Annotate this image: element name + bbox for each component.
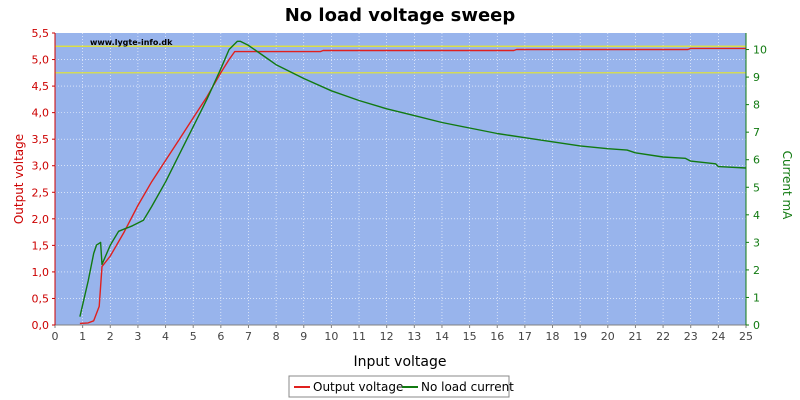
y-right-tick-label: 0 [753, 319, 760, 332]
y-right-tick-label: 3 [753, 236, 760, 249]
legend: Output voltage No load current [288, 375, 514, 398]
y-right-tick-label: 7 [753, 126, 760, 139]
y-right-tick-label: 4 [753, 209, 760, 222]
x-tick-label: 7 [245, 330, 252, 343]
y-left-tick-label: 4,5 [32, 80, 50, 93]
x-tick-label: 16 [490, 330, 504, 343]
y-right-tick-label: 6 [753, 154, 760, 167]
y-right-tick-label: 5 [753, 181, 760, 194]
y-right-tick-label: 1 [753, 291, 760, 304]
y-left-tick-label: 2,0 [32, 213, 50, 226]
x-tick-label: 19 [573, 330, 587, 343]
grid-lines [55, 33, 746, 325]
reference-lines [55, 45, 746, 74]
x-tick-label: 4 [162, 330, 169, 343]
x-tick-label: 21 [628, 330, 642, 343]
y-axis-right: 0 1 2 3 4 5 6 7 8 9 10 [745, 33, 767, 332]
x-tick-label: 12 [380, 330, 394, 343]
x-tick-label: 24 [711, 330, 725, 343]
y-right-tick-label: 2 [753, 264, 760, 277]
x-tick-label: 20 [601, 330, 615, 343]
legend-label-no-load-current: No load current [421, 380, 514, 394]
x-tick-label: 11 [352, 330, 366, 343]
y-left-tick-label: 1,0 [32, 266, 50, 279]
y-right-tick-label: 8 [753, 99, 760, 112]
series-layer [79, 40, 747, 325]
y-left-tick-label: 0,5 [32, 292, 50, 305]
x-tick-label: 15 [463, 330, 477, 343]
y-left-tick-label: 1,5 [32, 239, 50, 252]
y-left-tick-label: 5,0 [32, 54, 50, 67]
x-tick-label: 18 [546, 330, 560, 343]
x-tick-label: 10 [324, 330, 338, 343]
legend-label-output-voltage: Output voltage [313, 380, 403, 394]
y-left-tick-label: 2,5 [32, 186, 50, 199]
watermark: www.lygte-info.dk [90, 38, 173, 47]
x-tick-label: 1 [79, 330, 86, 343]
y-right-tick-label: 10 [753, 44, 767, 57]
y-left-tick-label: 3,5 [32, 133, 50, 146]
x-tick-label: 13 [407, 330, 421, 343]
x-tick-label: 2 [107, 330, 114, 343]
plot-area [55, 33, 746, 325]
y-left-tick-label: 0,0 [32, 319, 50, 332]
x-tick-label: 3 [134, 330, 141, 343]
x-axis-label: Input voltage [353, 354, 446, 370]
y-axis-left-label: Output voltage [12, 134, 26, 224]
x-axis: 0 1 2 3 4 5 6 7 8 9 10 11 12 13 14 15 16 17 18 19 20 21 22 23 24… [52, 324, 753, 343]
series-line-output-voltage [79, 47, 746, 325]
x-tick-label: 0 [52, 330, 59, 343]
y-axis-left: 0,0 0,5 1,0 1,5 2,0 2,5 3,0 3,5 4,0 4,5 5,0 5,5 [32, 27, 56, 332]
x-tick-label: 25 [739, 330, 753, 343]
series-line-no-load-current [79, 40, 747, 317]
x-tick-label: 14 [435, 330, 449, 343]
y-left-tick-label: 4,0 [32, 107, 50, 120]
y-left-tick-label: 5,5 [32, 27, 50, 40]
y-right-tick-label: 9 [753, 71, 760, 84]
x-tick-label: 22 [656, 330, 670, 343]
x-tick-label: 23 [684, 330, 698, 343]
x-tick-label: 6 [217, 330, 224, 343]
x-tick-label: 8 [273, 330, 280, 343]
x-tick-label: 9 [300, 330, 307, 343]
y-left-tick-label: 3,0 [32, 160, 50, 173]
chart-title: No load voltage sweep [285, 5, 516, 26]
y-axis-right-label: Current mA [780, 151, 794, 221]
x-tick-label: 17 [518, 330, 532, 343]
x-tick-label: 5 [190, 330, 197, 343]
